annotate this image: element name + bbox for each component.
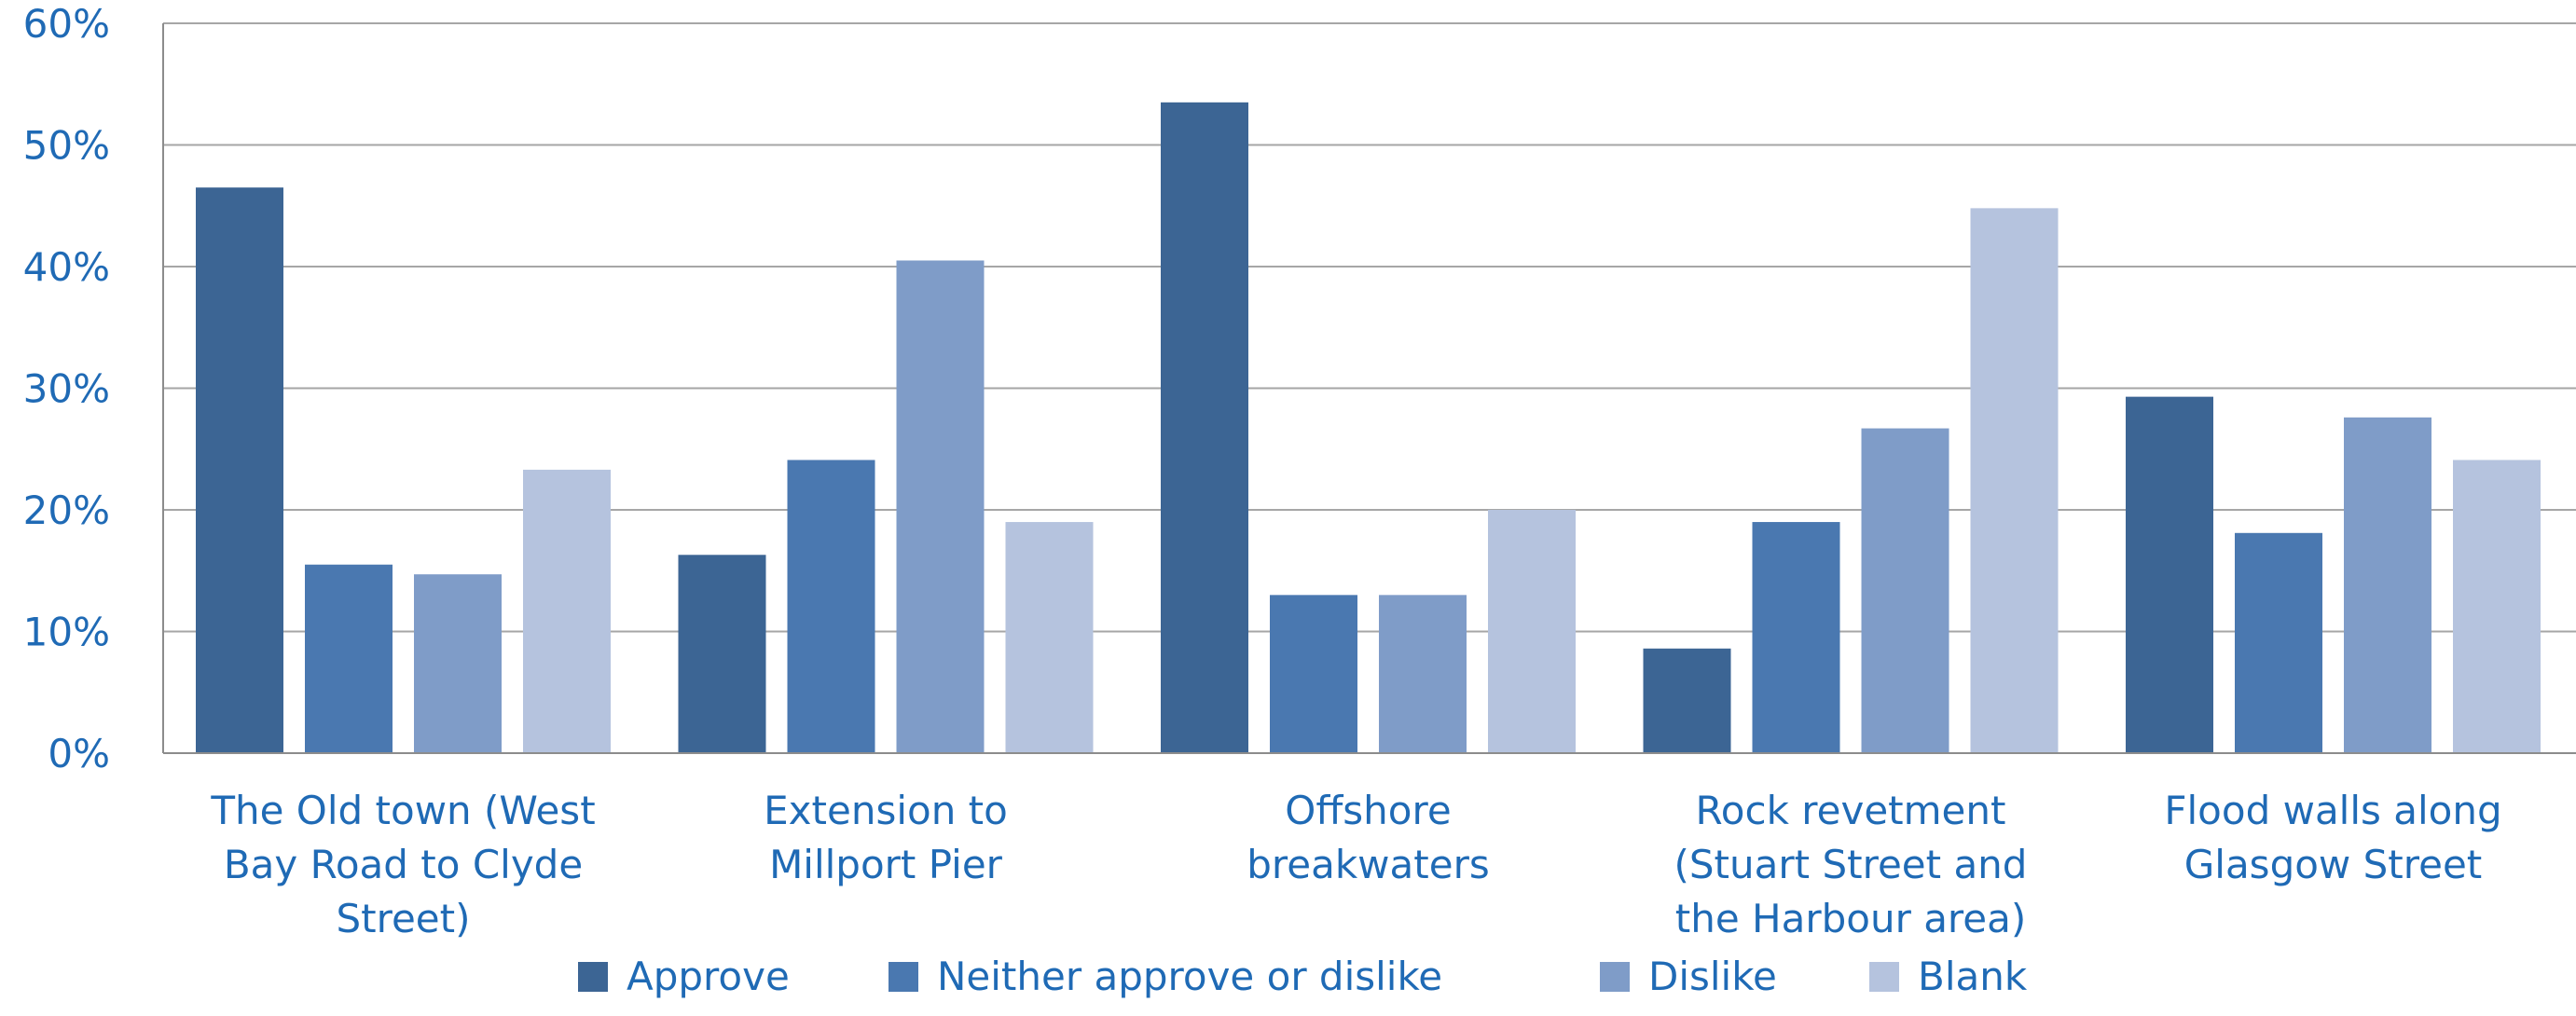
bar-blank [1970, 208, 2059, 754]
bar-blank [1005, 522, 1094, 753]
legend-swatch [578, 962, 608, 992]
bar-dislike [896, 260, 985, 754]
category-label-line: Street) [336, 896, 470, 941]
category-label: Offshore breakwaters [1247, 788, 1489, 887]
category-label: Flood walls along Glasgow Street [2164, 788, 2501, 887]
y-tick-label: 60% [23, 1, 110, 47]
bar-approve [2126, 396, 2213, 753]
legend-item-approve: Approve [578, 954, 790, 999]
bar-dislike [1861, 428, 1949, 753]
category-label-line: Offshore [1285, 788, 1451, 833]
legend-item-blank: Blank [1869, 954, 2028, 999]
axes [162, 23, 2576, 754]
bar-blank [2453, 460, 2541, 753]
bar-blank [1488, 510, 1576, 753]
category-label-line: (Stuart Street and [1674, 842, 2028, 887]
category-label: Rock revetment (Stuart Street and the Harb… [1674, 788, 2028, 941]
bar-approve [678, 555, 766, 753]
legend-item-neither-approve-or-dislike: Neither approve or dislike [889, 954, 1442, 999]
legend-label: Dislike [1648, 954, 1777, 999]
category-label-line: the Harbour area) [1675, 896, 2027, 941]
bar-neither-approve-or-dislike [1752, 522, 1840, 753]
bar-dislike [2344, 417, 2431, 753]
bars [196, 102, 2541, 754]
bar-neither-approve-or-dislike [305, 564, 393, 753]
bar-neither-approve-or-dislike [2235, 532, 2322, 753]
bar-neither-approve-or-dislike [787, 460, 875, 753]
y-tick-label: 20% [23, 487, 110, 533]
category-labels: The Old town (West Bay Road to Clyde Stree… [210, 788, 2501, 941]
y-tick-label: 0% [48, 731, 110, 776]
bar-dislike [414, 574, 502, 753]
bar-approve [196, 187, 283, 754]
bar-approve [1643, 648, 1731, 753]
legend-label: Neither approve or dislike [937, 954, 1442, 999]
category-label-line: Flood walls along [2164, 788, 2501, 833]
category-label-line: Rock revetment [1696, 788, 2006, 833]
category-label: The Old town (West Bay Road to Clyde Stree… [210, 788, 595, 941]
legend-label: Approve [627, 954, 790, 999]
y-tick-label: 50% [23, 123, 110, 169]
bar-neither-approve-or-dislike [1270, 595, 1357, 753]
category-label: Extension to Millport Pier [764, 788, 1008, 887]
category-label-line: breakwaters [1247, 842, 1489, 887]
y-tick-labels: 0% 10% 20% 30% 40% 50% 60% [23, 1, 110, 776]
legend: Approve Neither approve or dislike Dislike… [578, 954, 2028, 999]
y-tick-label: 10% [23, 610, 110, 655]
category-label-line: Glasgow Street [2184, 842, 2483, 887]
bar-approve [1161, 102, 1248, 753]
y-tick-label: 30% [23, 366, 110, 412]
category-label-line: The Old town (West [210, 788, 595, 833]
legend-swatch [889, 962, 918, 992]
bar-blank [523, 469, 611, 753]
legend-swatch [1869, 962, 1899, 992]
legend-swatch [1600, 962, 1630, 992]
category-label-line: Extension to [764, 788, 1008, 833]
legend-item-dislike: Dislike [1600, 954, 1777, 999]
bar-dislike [1379, 595, 1467, 753]
category-label-line: Millport Pier [769, 842, 1003, 887]
category-label-line: Bay Road to Clyde [224, 842, 583, 887]
legend-label: Blank [1918, 954, 2028, 999]
y-tick-label: 40% [23, 244, 110, 290]
